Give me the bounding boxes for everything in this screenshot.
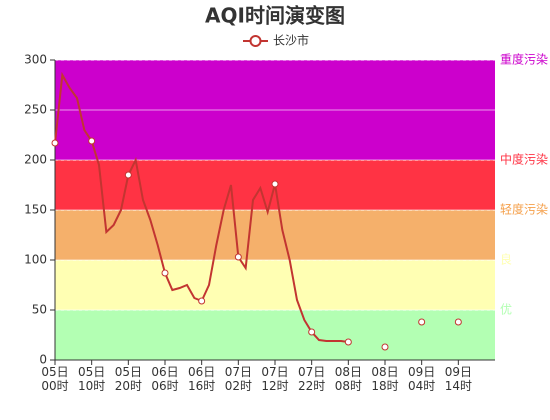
series-point [198,297,206,305]
series-point [234,253,242,261]
y-tick-label: 200 [24,153,47,167]
x-tick-label: 09日 04时 [408,365,435,393]
y-tick-label: 250 [24,103,47,117]
y-tick-label: 300 [24,53,47,67]
y-tick-label: 100 [24,253,47,267]
x-tick-label: 09日 14时 [445,365,472,393]
band-label: 重度污染 [500,52,548,67]
band [55,260,495,310]
band [55,210,495,260]
legend-icon [249,35,262,47]
series-point [454,318,462,326]
legend-label: 长沙市 [273,33,309,48]
band-label: 良 [500,252,512,267]
series-point [418,318,426,326]
y-tick-label: 50 [32,303,47,317]
y-tick-label: 150 [24,203,47,217]
series-point [308,328,316,336]
x-tick-label: 08日 18时 [371,365,398,393]
band [55,310,495,360]
x-tick-label: 08日 08时 [335,365,362,393]
series-point [161,269,169,277]
series-point [381,343,389,351]
band-label: 轻度污染 [500,202,548,217]
band-label: 优 [500,303,512,317]
x-tick-label: 07日 02时 [225,365,252,393]
x-tick-label: 05日 20时 [115,365,142,393]
band-label: 中度污染 [500,152,548,167]
x-tick-label: 06日 16时 [188,365,215,393]
x-tick-label: 06日 06时 [151,365,178,393]
series-point [124,171,132,179]
x-tick-label: 07日 12时 [261,365,288,393]
chart-title: AQI时间演变图 [205,4,345,28]
series-point [51,139,59,147]
y-tick-label: 0 [39,353,47,367]
series-point [88,137,96,145]
series-point [344,338,352,346]
x-tick-label: 07日 22时 [298,365,325,393]
x-tick-label: 05日 10时 [78,365,105,393]
x-tick-label: 05日 00时 [41,365,68,393]
series-point [271,180,279,188]
